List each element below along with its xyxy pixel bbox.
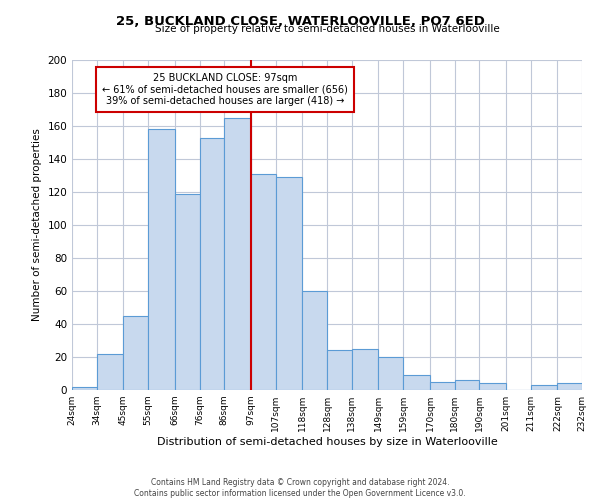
Bar — [200, 138, 224, 390]
Bar — [530, 385, 557, 390]
Title: Size of property relative to semi-detached houses in Waterlooville: Size of property relative to semi-detach… — [155, 24, 499, 34]
Text: Contains HM Land Registry data © Crown copyright and database right 2024.
Contai: Contains HM Land Registry data © Crown c… — [134, 478, 466, 498]
Bar — [479, 384, 506, 390]
Bar — [124, 316, 148, 390]
Bar — [148, 130, 175, 390]
Bar — [352, 349, 379, 390]
Text: 25, BUCKLAND CLOSE, WATERLOOVILLE, PO7 6ED: 25, BUCKLAND CLOSE, WATERLOOVILLE, PO7 6… — [116, 15, 484, 28]
Bar — [251, 174, 275, 390]
Bar — [72, 386, 97, 390]
Bar — [224, 118, 251, 390]
Y-axis label: Number of semi-detached properties: Number of semi-detached properties — [32, 128, 42, 322]
Bar — [275, 177, 302, 390]
Bar — [175, 194, 200, 390]
Bar — [97, 354, 124, 390]
Bar — [403, 375, 430, 390]
Bar — [379, 357, 403, 390]
Text: 25 BUCKLAND CLOSE: 97sqm
← 61% of semi-detached houses are smaller (656)
39% of : 25 BUCKLAND CLOSE: 97sqm ← 61% of semi-d… — [102, 73, 348, 106]
Bar — [557, 384, 582, 390]
Bar — [430, 382, 455, 390]
Bar — [327, 350, 352, 390]
Bar — [455, 380, 479, 390]
Bar — [302, 291, 327, 390]
X-axis label: Distribution of semi-detached houses by size in Waterlooville: Distribution of semi-detached houses by … — [157, 437, 497, 447]
